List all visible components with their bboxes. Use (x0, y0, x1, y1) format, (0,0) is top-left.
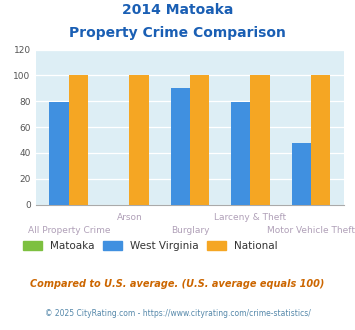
Text: Property Crime Comparison: Property Crime Comparison (69, 26, 286, 40)
Bar (311, 75, 331, 205)
Bar (190, 75, 209, 205)
Bar (231, 103, 251, 205)
Text: Motor Vehicle Theft: Motor Vehicle Theft (267, 226, 355, 235)
Text: All Property Crime: All Property Crime (28, 226, 110, 235)
Bar (69, 75, 88, 205)
Text: 2014 Matoaka: 2014 Matoaka (122, 3, 233, 17)
Bar (49, 103, 69, 205)
Bar (292, 143, 311, 205)
Text: © 2025 CityRating.com - https://www.cityrating.com/crime-statistics/: © 2025 CityRating.com - https://www.city… (45, 309, 310, 317)
Bar (251, 75, 270, 205)
Legend: Matoaka, West Virginia, National: Matoaka, West Virginia, National (23, 241, 278, 251)
Text: Arson: Arson (116, 213, 142, 222)
Bar (129, 75, 149, 205)
Text: Larceny & Theft: Larceny & Theft (214, 213, 286, 222)
Text: Compared to U.S. average. (U.S. average equals 100): Compared to U.S. average. (U.S. average … (30, 279, 325, 289)
Bar (170, 88, 190, 205)
Text: Burglary: Burglary (171, 226, 209, 235)
